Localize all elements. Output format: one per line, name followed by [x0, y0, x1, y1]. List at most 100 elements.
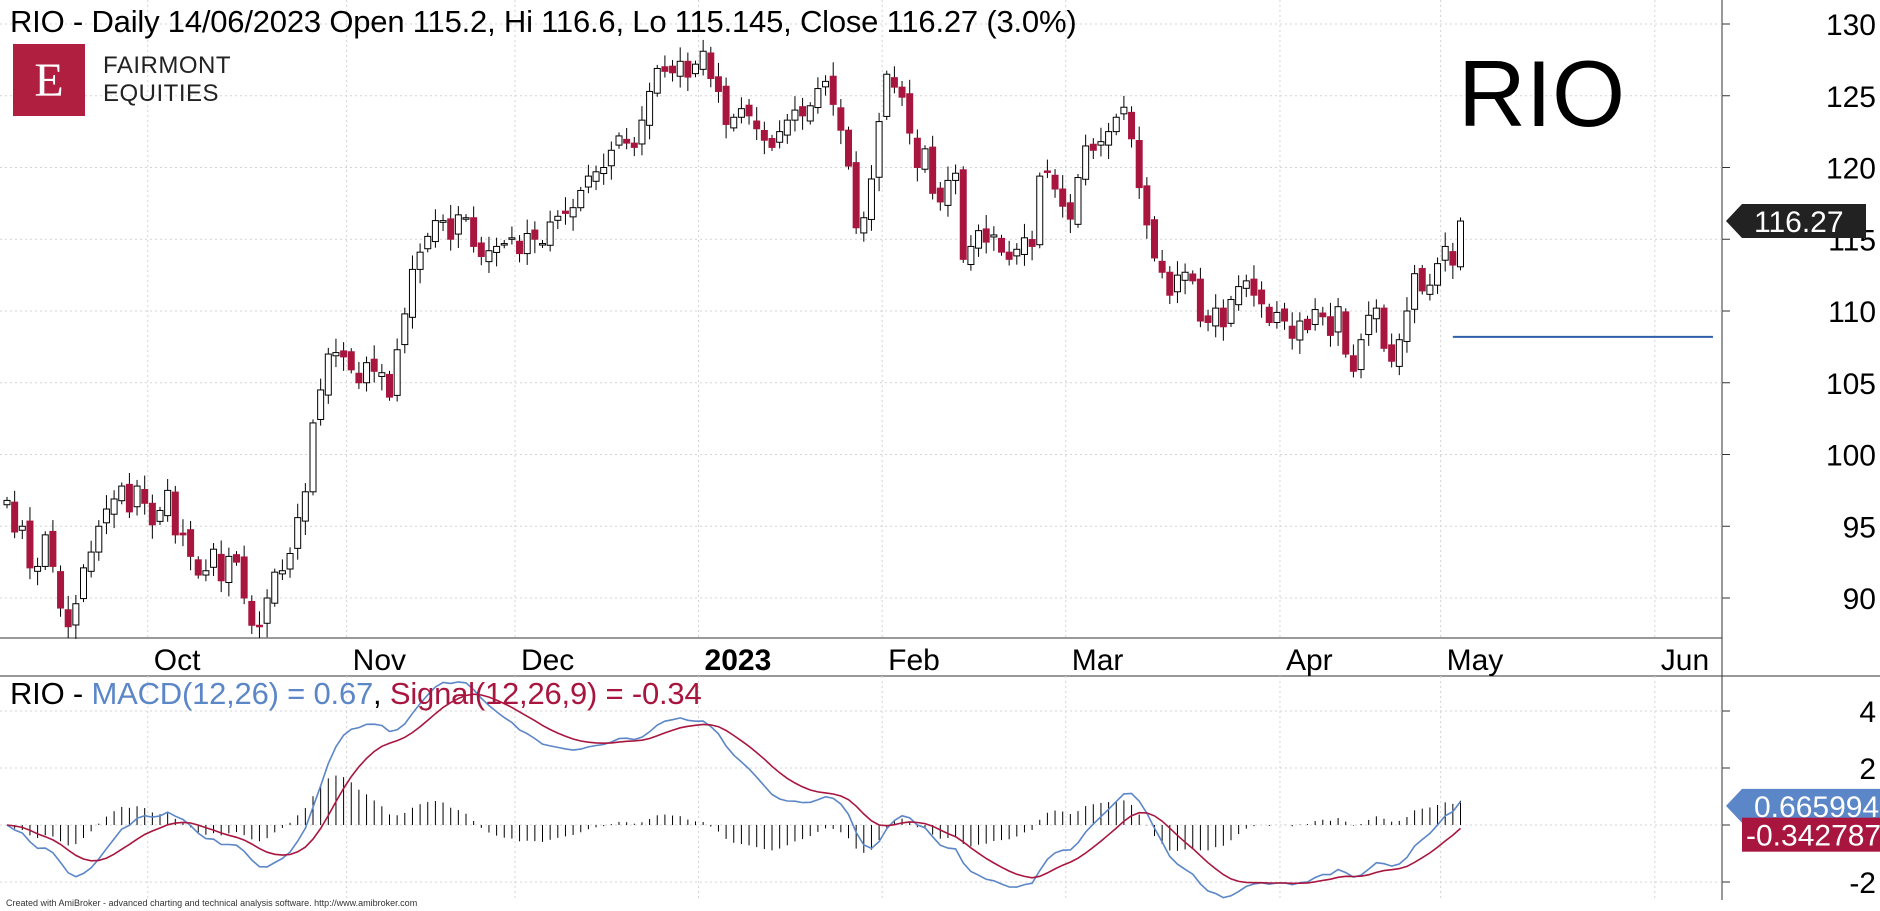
candle-down — [906, 93, 914, 134]
value-tags: 116.270.665994-0.342787 — [1726, 204, 1880, 853]
candle-down — [1005, 251, 1013, 260]
candle-up — [546, 221, 554, 246]
candle-up — [439, 220, 447, 223]
candle-down — [1196, 278, 1204, 322]
candle-down — [714, 76, 722, 92]
candle-down — [447, 218, 455, 240]
candle-down — [722, 85, 730, 125]
candle-down — [707, 52, 715, 80]
candle-up — [600, 167, 608, 175]
candle-down — [623, 138, 631, 144]
candle-up — [692, 63, 699, 75]
candle-down — [477, 242, 485, 257]
logo-text: FAIRMONT EQUITIES — [103, 52, 231, 108]
candle-up — [783, 119, 791, 136]
candle-down — [355, 372, 363, 384]
candle-up — [210, 548, 218, 568]
price-tick-label: 90 — [1843, 583, 1876, 616]
macd-grid — [0, 676, 1722, 900]
candle-up — [424, 235, 432, 250]
price-tick-label: 110 — [1828, 296, 1876, 329]
macd-header-prefix: RIO - — [10, 676, 92, 711]
candle-up — [95, 525, 103, 553]
candle-up — [317, 389, 325, 420]
candle-up — [301, 491, 309, 522]
candle-down — [255, 624, 263, 628]
candle-up — [1036, 175, 1044, 246]
candle-up — [883, 73, 891, 117]
macd-tick-label: 2 — [1859, 753, 1876, 786]
candle-up — [286, 553, 294, 570]
candle-down — [1342, 311, 1350, 355]
candle-up — [1082, 145, 1090, 180]
candle-up — [1434, 263, 1442, 286]
price-tick-label: 125 — [1826, 81, 1876, 114]
big-ticker-label: RIO — [1458, 41, 1626, 146]
candle-down — [1250, 278, 1258, 296]
candle-up — [1411, 273, 1419, 310]
logo-line-2: EQUITIES — [103, 80, 220, 107]
candle-down — [1319, 312, 1327, 318]
candle-down — [898, 86, 906, 98]
candle-up — [87, 551, 95, 572]
candle-up — [1105, 131, 1113, 146]
candle-up — [1112, 116, 1120, 133]
candle-up — [1120, 106, 1128, 115]
candle-down — [768, 138, 776, 148]
candle-down — [890, 77, 898, 88]
candle-down — [171, 491, 179, 536]
candle-down — [1051, 174, 1059, 190]
candle-up — [860, 217, 868, 234]
candle-up — [508, 237, 516, 240]
fairmont-logo: E FAIRMONT EQUITIES — [13, 44, 231, 116]
macd-header: RIO - MACD(12,26) = 0.67, Signal(12,26,9… — [10, 676, 702, 712]
candle-up — [72, 603, 80, 626]
candle-up — [791, 109, 799, 121]
x-axis: Oct Nov Dec 2023 Feb Mar Apr May Jun — [154, 644, 1709, 677]
candle-up — [80, 567, 87, 600]
candle-up — [500, 243, 508, 246]
candle-down — [1380, 307, 1388, 349]
candle-up — [1426, 284, 1434, 295]
candle-down — [630, 142, 638, 148]
candle-down — [64, 609, 72, 628]
macd-value-tag — [1726, 788, 1880, 823]
candle-up — [1372, 307, 1380, 320]
macd-tick-label: 4 — [1859, 696, 1876, 729]
candle-down — [684, 60, 692, 78]
candle-up — [1403, 310, 1411, 342]
candle-up — [18, 525, 26, 531]
candle-up — [806, 105, 814, 122]
candle-down — [1189, 273, 1197, 282]
candle-up — [102, 508, 110, 524]
candle-up — [638, 119, 646, 145]
candle-down — [57, 571, 65, 609]
candle-down — [233, 554, 240, 563]
candle-up — [1395, 339, 1403, 367]
candle-up — [875, 121, 883, 178]
candle-up — [1273, 311, 1281, 323]
candle-down — [386, 373, 393, 398]
candle-up — [401, 313, 409, 346]
candle-up — [416, 251, 424, 270]
candles — [3, 39, 1464, 639]
candle-down — [248, 600, 256, 626]
x-tick-label: Oct — [154, 644, 201, 677]
candle-down — [217, 553, 225, 582]
candle-down — [141, 489, 149, 504]
candle-up — [3, 499, 11, 506]
candle-down — [1449, 251, 1457, 266]
candle-down — [959, 169, 967, 260]
candle-up — [332, 352, 340, 357]
candle-up — [454, 214, 462, 235]
candle-up — [1441, 245, 1449, 261]
candle-up — [164, 489, 172, 517]
logo-mark: E — [13, 44, 85, 116]
x-tick-label: Nov — [353, 644, 406, 677]
candle-up — [493, 245, 501, 253]
candle-up — [1457, 220, 1464, 268]
candle-down — [125, 483, 133, 513]
x-tick-label: Dec — [521, 644, 574, 677]
x-tick-label: Mar — [1072, 644, 1124, 677]
candle-down — [340, 350, 348, 358]
